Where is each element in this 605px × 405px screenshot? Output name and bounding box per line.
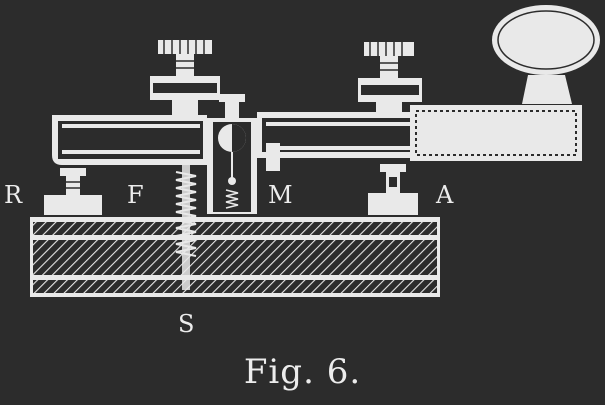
- key-handle: [410, 5, 600, 161]
- right-contact-post: [368, 164, 418, 215]
- label-s: S: [178, 310, 195, 338]
- left-adjusting-screw: [150, 40, 220, 115]
- right-adjusting-screw: [358, 42, 422, 114]
- spring: [175, 165, 197, 290]
- label-f: F: [127, 181, 144, 209]
- figure-caption: Fig. 6.: [243, 352, 362, 392]
- label-r: R: [4, 181, 23, 209]
- left-contact-post: [44, 168, 102, 215]
- pivot-support: [207, 94, 257, 214]
- lever-arm: [52, 112, 417, 171]
- base-board: [30, 217, 440, 297]
- label-m: M: [268, 181, 293, 209]
- label-a: A: [436, 181, 454, 209]
